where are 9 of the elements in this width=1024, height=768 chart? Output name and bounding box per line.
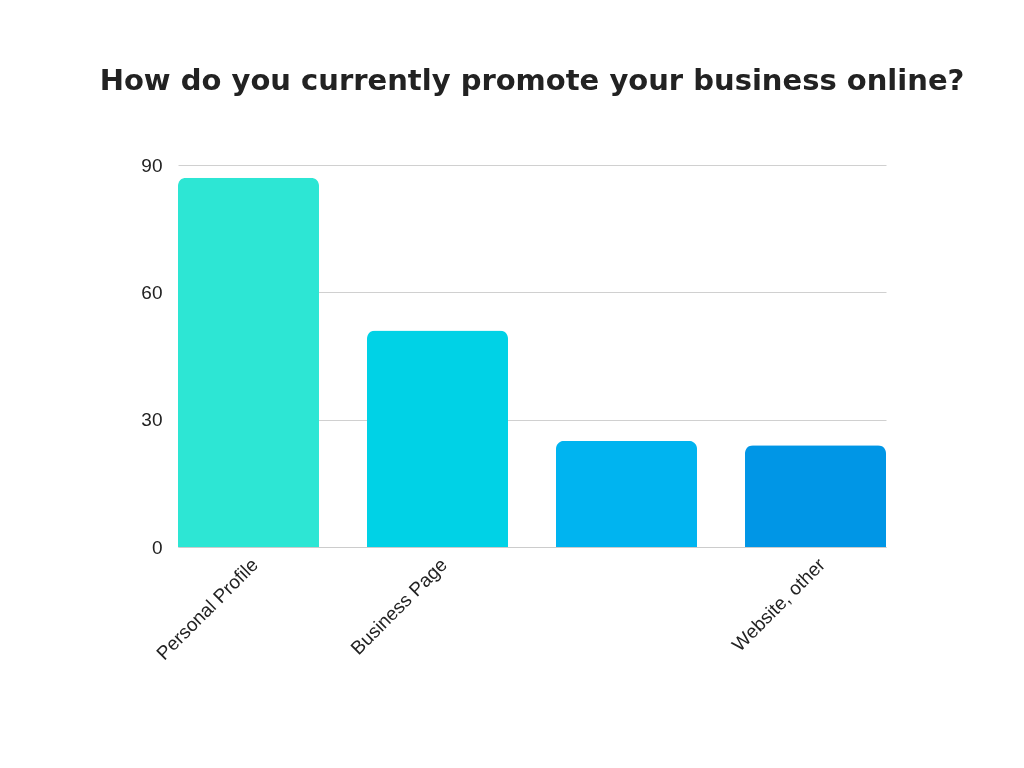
y-tick-label: 60 — [141, 281, 163, 303]
y-tick-label: 90 — [141, 154, 163, 176]
bar — [745, 445, 886, 547]
bar — [367, 330, 508, 547]
bar — [178, 177, 319, 547]
y-tick-label: 0 — [151, 536, 163, 558]
y-tick-label: 30 — [141, 409, 163, 431]
chart-title: How do you currently promote your business online? — [99, 63, 965, 97]
bar — [556, 440, 697, 547]
